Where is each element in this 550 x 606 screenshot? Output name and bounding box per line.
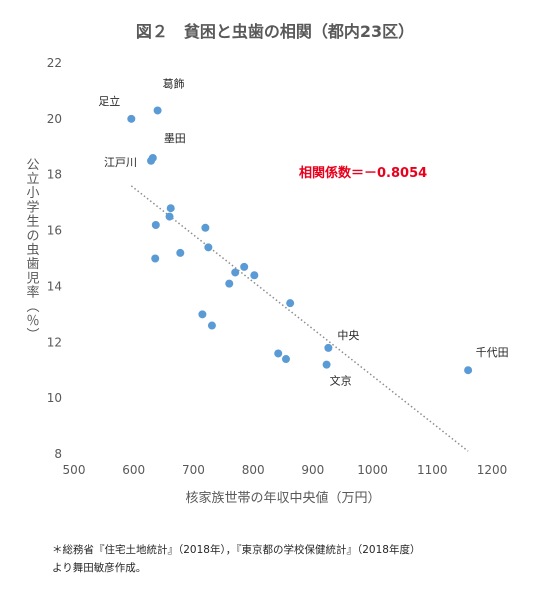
x-tick-label: 700	[182, 463, 205, 477]
data-point	[231, 268, 240, 277]
data-point	[151, 220, 160, 229]
source-note-line1: ＊総務省『住宅土地統計』（2018年），『東京都の学校保健統計』（2018年度）	[52, 544, 421, 556]
data-point	[207, 321, 216, 330]
axes: 500 600 700 800 900 1000 1100 1200 8 10 12 14 16 18 20…	[47, 56, 508, 477]
data-point	[324, 343, 333, 352]
x-tick-label: 1000	[357, 463, 388, 477]
y-axis-label: 公立小学生の虫歯児率︵％︶	[26, 158, 39, 343]
y-tick-label: 18	[47, 168, 62, 182]
y-tick-label: 16	[47, 224, 62, 238]
data-point	[322, 360, 331, 369]
y-tick-label: 12	[47, 335, 62, 349]
data-point	[127, 114, 136, 123]
data-point	[147, 156, 156, 165]
data-point	[151, 254, 160, 263]
point-label: 葛飾	[163, 77, 185, 90]
y-tick-label: 14	[47, 279, 62, 293]
point-label: 中央	[337, 329, 359, 342]
data-point	[176, 248, 185, 257]
point-label: 文京	[330, 374, 352, 388]
point-label: 足立	[98, 94, 120, 108]
x-tick-label: 1200	[477, 463, 508, 477]
data-point	[240, 262, 249, 271]
x-tick-label: 600	[122, 463, 145, 477]
data-point	[250, 271, 259, 280]
x-tick-label: 800	[242, 463, 265, 477]
x-tick-label: 1100	[417, 463, 448, 477]
x-tick-label: 500	[63, 463, 86, 477]
data-point	[153, 106, 162, 115]
data-point	[165, 212, 174, 221]
correlation-annotation: 相関係数＝－0.8054	[299, 165, 427, 181]
trendline	[130, 185, 469, 452]
data-point	[464, 366, 473, 375]
trendline-dotted	[130, 185, 469, 452]
data-point	[225, 279, 234, 288]
x-axis-label: 核家族世帯の年収中央値（万円）	[185, 490, 380, 506]
point-label: 千代田	[476, 346, 509, 359]
source-note: ＊総務省『住宅土地統計』（2018年），『東京都の学校保健統計』（2018年度）…	[52, 541, 420, 577]
data-point	[286, 299, 295, 308]
y-tick-label: 8	[54, 447, 62, 461]
scatter-chart: 図２ 貧困と虫歯の相関（都内23区） 500 600 700 800 900 1000 11…	[26, 22, 508, 506]
x-tick-label: 900	[301, 463, 324, 477]
y-tick-label: 20	[47, 112, 62, 126]
data-point	[201, 223, 210, 232]
data-point	[204, 243, 213, 252]
point-label: 江戸川	[104, 156, 137, 169]
chart-title: 図２ 貧困と虫歯の相関（都内23区）	[136, 22, 414, 41]
y-tick-label: 22	[47, 56, 62, 70]
point-label: 墨田	[164, 132, 186, 145]
data-points	[127, 106, 473, 375]
data-point	[198, 310, 207, 319]
source-note-line2: より舞田敏彦作成。	[52, 562, 147, 574]
data-point	[166, 204, 175, 213]
data-point	[281, 355, 290, 364]
data-point	[274, 349, 283, 358]
y-tick-label: 10	[47, 391, 62, 405]
